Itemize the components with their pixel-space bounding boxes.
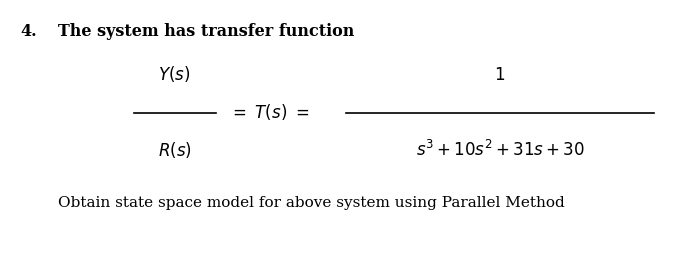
Text: $Y(s)$: $Y(s)$ (158, 64, 191, 84)
Text: Obtain state space model for above system using Parallel Method: Obtain state space model for above syste… (58, 196, 565, 210)
Text: 4.: 4. (21, 23, 37, 40)
Text: $R(s)$: $R(s)$ (158, 140, 192, 160)
Text: The system has transfer function: The system has transfer function (58, 23, 355, 40)
Text: $s^3 + 10s^2 + 31s + 30$: $s^3 + 10s^2 + 31s + 30$ (416, 140, 584, 160)
Text: $= \ T(s) \ =$: $= \ T(s) \ =$ (229, 102, 310, 122)
Text: $1$: $1$ (495, 67, 506, 84)
